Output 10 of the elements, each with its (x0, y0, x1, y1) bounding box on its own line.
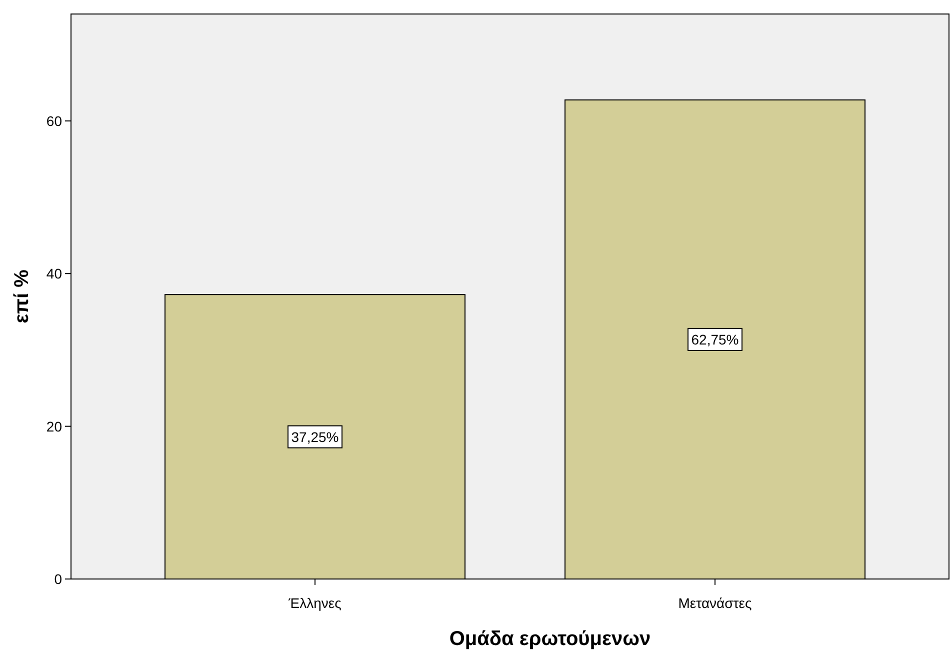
data-label: 37,25% (291, 428, 339, 445)
y-tick-label: 40 (46, 266, 62, 282)
x-tick-label: Μετανάστες (678, 595, 752, 611)
x-tick-label: Έλληνες (288, 595, 342, 611)
y-tick-label: 0 (54, 571, 62, 587)
y-tick-label: 60 (46, 112, 62, 129)
y-tick-label: 20 (46, 418, 62, 434)
y-axis-title: επί % (11, 269, 33, 324)
data-label: 62,75% (691, 331, 739, 348)
x-axis-title: Ομάδα ερωτούμενων (449, 628, 651, 650)
